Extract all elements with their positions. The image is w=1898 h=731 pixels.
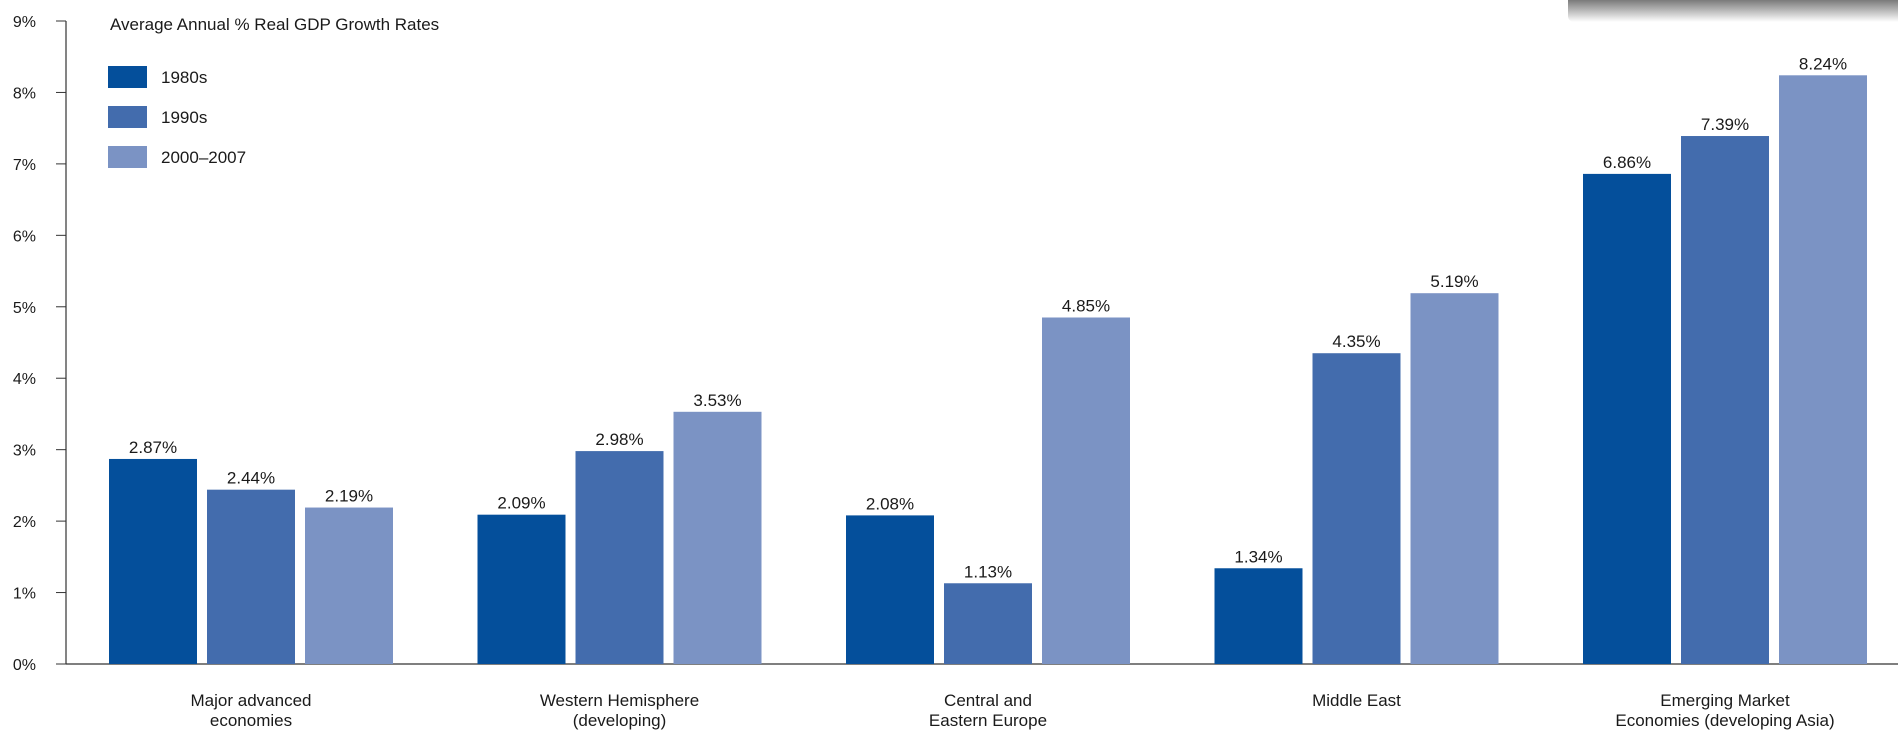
chart-title: Average Annual % Real GDP Growth Rates [110, 15, 439, 34]
data-label: 2.44% [227, 469, 275, 488]
legend-swatch [108, 106, 147, 128]
data-label: 7.39% [1701, 115, 1749, 134]
y-tick-label: 8% [13, 85, 36, 102]
category-label: Major advanced [191, 691, 312, 710]
category-label: Economies (developing Asia) [1615, 711, 1834, 730]
category-label: Middle East [1312, 691, 1401, 710]
bar [1410, 293, 1499, 664]
data-label: 8.24% [1799, 54, 1847, 73]
bar [1042, 317, 1130, 664]
bar [477, 514, 566, 664]
data-label: 3.53% [693, 391, 741, 410]
y-tick-label: 7% [13, 157, 36, 174]
data-label: 5.19% [1430, 272, 1478, 291]
bar [673, 411, 762, 664]
category-label: (developing) [573, 711, 667, 730]
bar [1779, 75, 1867, 664]
data-label: 4.85% [1062, 296, 1110, 315]
bar [1681, 136, 1769, 664]
y-tick-label: 5% [13, 300, 36, 317]
y-tick-label: 3% [13, 443, 36, 460]
y-tick-label: 0% [13, 657, 36, 674]
category-label: Central and [944, 691, 1032, 710]
category-label: Western Hemisphere [540, 691, 699, 710]
data-label: 2.87% [129, 438, 177, 457]
data-label: 2.08% [866, 494, 914, 513]
bar [575, 451, 664, 664]
y-tick-label: 1% [13, 586, 36, 603]
y-tick-label: 2% [13, 514, 36, 531]
corner-shadow-decoration [1568, 0, 1898, 22]
legend-entry-label: 1990s [161, 108, 207, 127]
bar [207, 489, 295, 664]
category-label: Emerging Market [1660, 691, 1790, 710]
legend-entry-label: 2000–2007 [161, 148, 246, 167]
data-label: 2.19% [325, 487, 373, 506]
bar [109, 458, 197, 664]
bar [1312, 353, 1401, 664]
legend-entry-label: 1980s [161, 68, 207, 87]
y-tick-label: 6% [13, 228, 36, 245]
bar [1583, 173, 1671, 664]
legend-swatch [108, 66, 147, 88]
data-label: 1.34% [1234, 547, 1282, 566]
data-label: 1.13% [964, 562, 1012, 581]
data-label: 4.35% [1332, 332, 1380, 351]
bar [305, 507, 393, 664]
bars [109, 75, 1867, 664]
y-tick-label: 4% [13, 371, 36, 388]
data-label: 2.98% [595, 430, 643, 449]
data-label: 2.09% [497, 494, 545, 513]
data-label: 6.86% [1603, 153, 1651, 172]
y-tick-label: 9% [13, 14, 36, 31]
bar [1214, 568, 1303, 664]
legend-swatch [108, 146, 147, 168]
legend: 1980s 1990s 2000–2007 [108, 66, 246, 168]
category-label: Eastern Europe [929, 711, 1047, 730]
data-labels: 2.87% 2.44% 2.19% 2.09% 2.98% 3.53% 2.08% 1.13%… [129, 54, 1847, 581]
bar [944, 583, 1032, 664]
category-label: economies [210, 711, 292, 730]
bar [846, 515, 934, 664]
